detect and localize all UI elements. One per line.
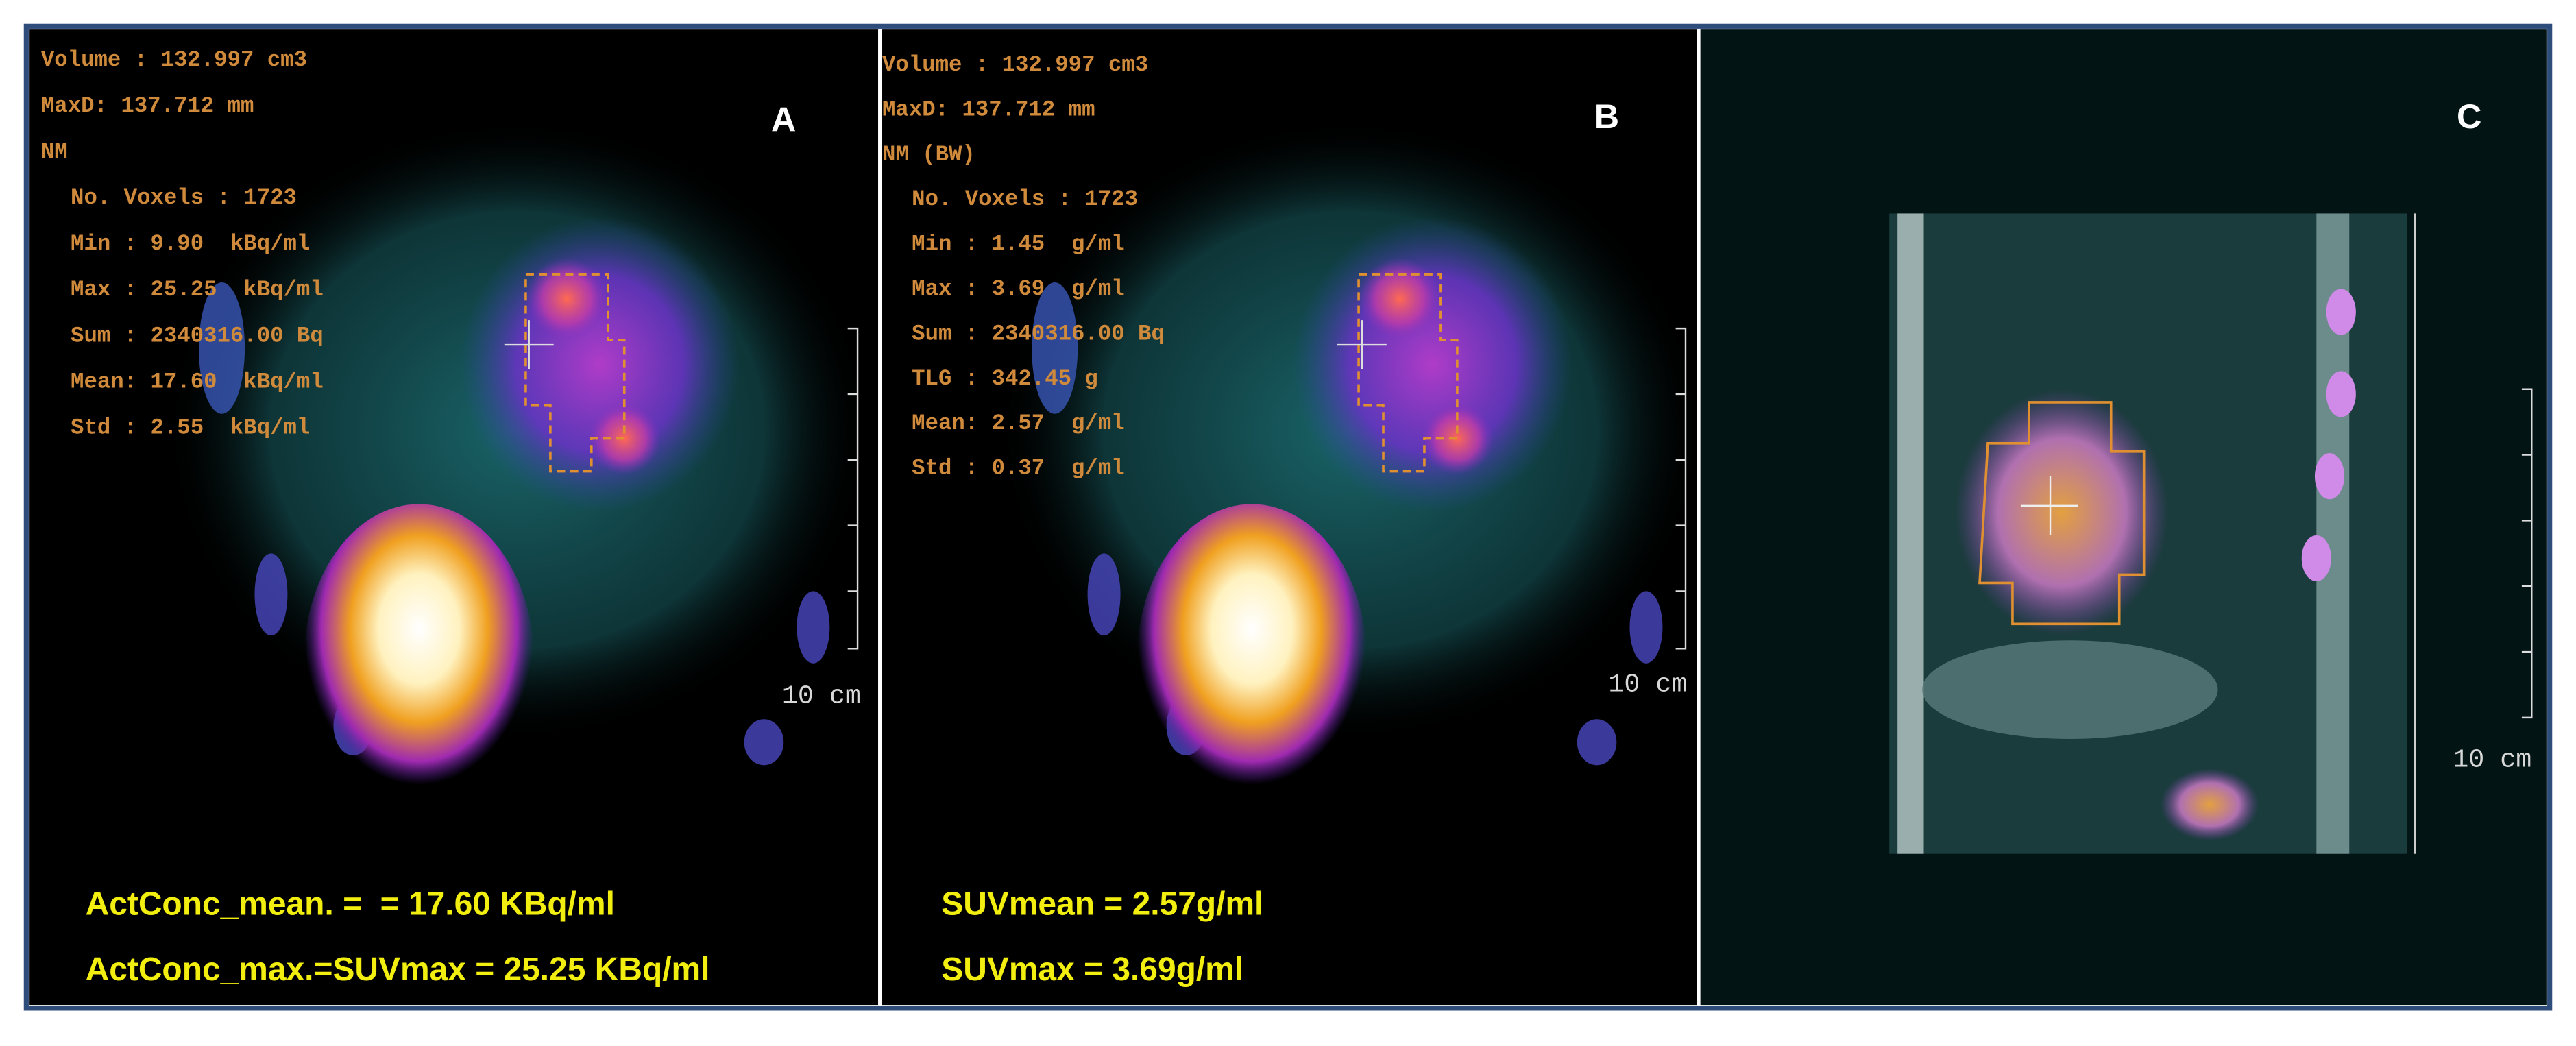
- scale-label: 10 cm: [1608, 670, 1687, 700]
- ct-bone: [1897, 213, 1924, 854]
- stat-line: Sum : 2340316.00 Bq: [912, 321, 1165, 346]
- stat-line: TLG : 342.45 g: [912, 366, 1098, 391]
- vertebra: [2301, 535, 2331, 582]
- heart-uptake: [1955, 389, 2169, 636]
- vertebra: [2326, 289, 2356, 335]
- caption: ActConc_mean. = = 17.60 KBq/ml: [86, 886, 615, 922]
- roi: [1978, 401, 2146, 626]
- ct-organ: [1922, 640, 2218, 740]
- ruler: [1675, 327, 1687, 650]
- stat-line: MaxD: 137.712 mm: [882, 97, 1095, 122]
- stat-line: Std : 0.37 g/ml: [912, 456, 1124, 481]
- panel-label: B: [1594, 97, 1619, 136]
- stat-line: Mean: 17.60 kBq/ml: [71, 369, 324, 394]
- caption: SUVmax = 3.69g/ml: [941, 951, 1243, 988]
- stat-line: Min : 1.45 g/ml: [912, 232, 1124, 257]
- stat-line: MaxD: 137.712 mm: [41, 93, 254, 119]
- stat-line: Std : 2.55 kBq/ml: [71, 415, 310, 440]
- panel-label: A: [771, 100, 796, 139]
- panel-b: [882, 29, 1705, 1006]
- vertebra: [2326, 371, 2356, 417]
- stat-line: Min : 9.90 kBq/ml: [71, 231, 310, 256]
- stat-line: Volume : 132.997 cm3: [41, 47, 307, 73]
- stat-line: Max : 3.69 g/ml: [912, 276, 1124, 302]
- stat-line: Mean: 2.57 g/ml: [912, 411, 1124, 436]
- stat-line: NM (BW): [882, 142, 975, 167]
- panel-label: C: [2457, 97, 2481, 136]
- frame: [23, 23, 2553, 1011]
- stat-line: Max : 25.25 kBq/ml: [71, 277, 324, 302]
- scale-label: 10 cm: [2453, 745, 2531, 775]
- stat-line: NM: [41, 139, 68, 165]
- scale-label: 10 cm: [782, 681, 861, 711]
- caption: ActConc_max.=SUVmax = 25.25 KBq/ml: [86, 951, 710, 988]
- ruler: [2521, 388, 2533, 719]
- stat-line: Volume : 132.997 cm3: [882, 52, 1148, 77]
- caption: SUVmean = 2.57g/ml: [941, 886, 1263, 922]
- stat-line: No. Voxels : 1723: [71, 185, 297, 210]
- panel-c: [1700, 29, 2547, 1006]
- stat-line: No. Voxels : 1723: [912, 186, 1138, 212]
- uptake: [2160, 768, 2259, 841]
- stat-line: Sum : 2340316.00 Bq: [71, 323, 324, 348]
- ruler: [847, 327, 859, 650]
- panel-a: [29, 29, 879, 1006]
- vertebra: [2314, 453, 2345, 500]
